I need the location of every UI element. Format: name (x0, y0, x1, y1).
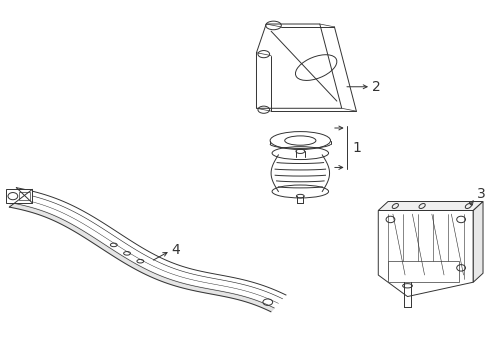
Text: 2: 2 (371, 80, 380, 94)
Polygon shape (5, 189, 32, 203)
Polygon shape (256, 24, 341, 108)
Text: 3: 3 (476, 187, 485, 201)
Polygon shape (472, 202, 482, 282)
Polygon shape (378, 202, 482, 211)
Text: 4: 4 (171, 243, 180, 257)
Polygon shape (387, 261, 458, 282)
Text: 1: 1 (352, 141, 361, 156)
Polygon shape (9, 203, 274, 312)
Polygon shape (378, 211, 472, 297)
Polygon shape (19, 192, 30, 201)
